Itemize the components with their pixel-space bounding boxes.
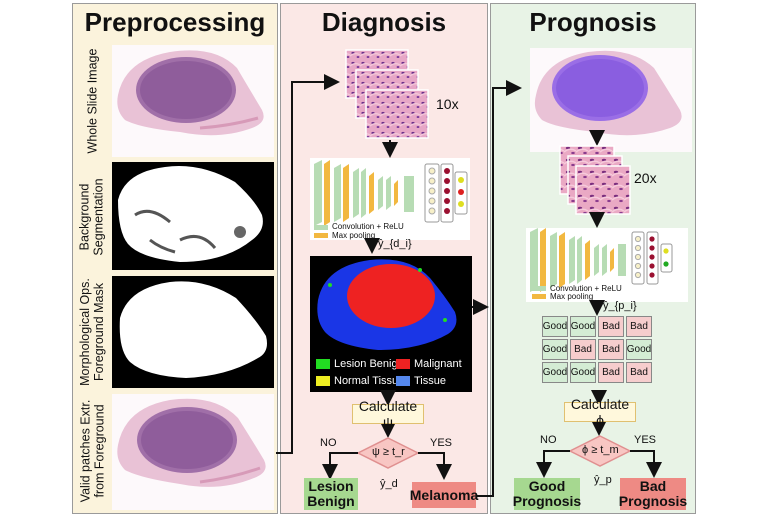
diagnosis-calculate-box: Calculate ψ: [352, 398, 424, 430]
prognosis-decision-diamond: [568, 435, 632, 467]
prognosis-magnification: 20x: [634, 170, 657, 186]
grid-cell: Bad: [598, 339, 624, 360]
arrow-pre-to-diag: [276, 74, 340, 454]
grid-cell: Good: [626, 339, 652, 360]
diagnosis-output-label: ŷ_{d_i}: [378, 238, 412, 250]
diagnosis-no-label: NO: [320, 437, 337, 449]
grid-cell: Bad: [598, 362, 624, 383]
diagnosis-heatmap: [310, 256, 472, 392]
prognosis-patches: [559, 145, 631, 215]
good-prognosis-output: Good Prognosis: [512, 478, 582, 510]
diagnosis-cnn-legend-conv: Convolution + ReLU: [332, 222, 404, 231]
prognosis-wsi: [530, 48, 692, 152]
prognosis-final-label: ŷ_p: [594, 474, 612, 486]
diagnosis-title: Diagnosis: [321, 7, 447, 37]
prognosis-cnn: [526, 228, 688, 302]
foreground-mask-image: [112, 276, 274, 388]
grid-cell: Good: [542, 362, 568, 383]
grid-cell: Good: [542, 316, 568, 337]
grid-cell: Good: [570, 316, 596, 337]
diagnosis-cnn: [310, 158, 470, 240]
diagnosis-cnn-legend-pool: Max pooling: [332, 231, 376, 240]
bad-prognosis-output: Bad Prognosis: [618, 478, 688, 510]
arrow-melanoma-to-prog: [476, 80, 522, 497]
prognosis-patch-grid: Good Good Bad Bad Good Bad Bad Good Good…: [542, 316, 652, 383]
grid-cell: Good: [570, 362, 596, 383]
background-segmentation-image: [112, 162, 274, 270]
grid-cell: Bad: [598, 316, 624, 337]
preprocessing-title: Preprocessing: [84, 7, 266, 37]
grid-cell: Bad: [626, 362, 652, 383]
diagnosis-magnification: 10x: [436, 96, 459, 112]
map-legend-malignant: Malignant: [396, 358, 462, 370]
prognosis-cnn-legend-conv: Convolution + ReLU: [550, 284, 622, 293]
lesion-benign-output: Lesion Benign: [304, 478, 358, 510]
grid-cell: Good: [542, 339, 568, 360]
melanoma-output: Melanoma: [410, 482, 478, 508]
map-legend-normal-tissue: Normal Tissue: [316, 375, 404, 387]
diagnosis-decision-diamond: [356, 437, 420, 469]
whole-slide-image: [112, 45, 274, 157]
diagnosis-yes-label: YES: [430, 437, 453, 449]
prognosis-output-label: ŷ_{p_i}: [603, 300, 637, 312]
valid-patches-image: [112, 394, 274, 510]
map-legend-tissue: Tissue: [396, 375, 446, 387]
diagnosis-condition: ψ ≥ t_r: [372, 446, 405, 458]
prognosis-cnn-legend-pool: Max pooling: [550, 292, 594, 301]
prognosis-yes-label: YES: [634, 434, 657, 446]
prognosis-no-label: NO: [540, 434, 557, 446]
grid-cell: Bad: [570, 339, 596, 360]
prognosis-title: Prognosis: [529, 7, 657, 37]
prognosis-calculate-box: Calculate ϕ: [564, 396, 636, 428]
prognosis-condition: ϕ ≥ t_m: [582, 444, 619, 456]
diagnosis-final-label: ŷ_d: [380, 478, 398, 490]
diagnosis-patches: [345, 49, 429, 139]
grid-cell: Bad: [626, 316, 652, 337]
map-legend-lesion-benign: Lesion Benign: [316, 358, 404, 370]
